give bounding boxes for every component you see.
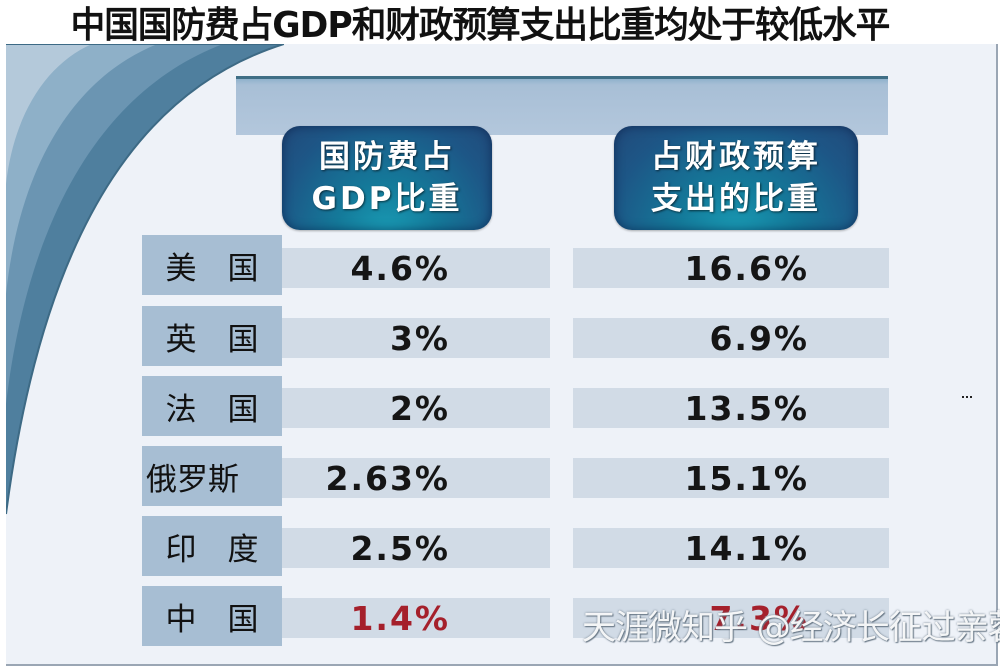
watermark: 天涯微知乎 @经济长征过亲蓉: [582, 608, 1000, 648]
row-label-usa: 美 国: [142, 235, 282, 295]
gdp-share-china: 1.4%: [282, 598, 550, 638]
row-label-china: 中 国: [142, 586, 282, 646]
gdp-share-russia: 2.63%: [282, 458, 550, 498]
budget-share-india: 14.1%: [573, 528, 889, 568]
budget-share-uk: 6.9%: [573, 318, 889, 358]
row-label-uk: 英 国: [142, 306, 282, 366]
row-label-russia: 俄罗斯: [142, 446, 282, 506]
decorative-swoosh: [6, 44, 285, 515]
header-line: GDP比重: [311, 181, 463, 217]
header-band: [236, 76, 888, 135]
budget-share-france: 13.5%: [573, 388, 889, 428]
row-label-india: 印 度: [142, 516, 282, 576]
gdp-share-france: 2%: [282, 388, 550, 428]
row-label-france: 法 国: [142, 376, 282, 436]
header-line: 占财政预算: [651, 139, 821, 175]
header-line: 支出的比重: [651, 181, 821, 217]
budget-share-china: 7.3%: [573, 598, 889, 638]
table-panel: 国防费占 GDP比重 占财政预算 支出的比重 美 国 4.6% 16.6% 英 …: [6, 44, 998, 666]
gdp-share-usa: 4.6%: [282, 248, 550, 288]
budget-share-usa: 16.6%: [573, 248, 889, 288]
gdp-share-uk: 3%: [282, 318, 550, 358]
gdp-share-india: 2.5%: [282, 528, 550, 568]
header-line: 国防费占: [319, 139, 455, 175]
page-title: 中国国防费占GDP和财政预算支出比重均处于较低水平: [0, 0, 960, 46]
column-header-gdp-share: 国防费占 GDP比重: [282, 126, 492, 230]
stray-mark: [962, 396, 972, 401]
budget-share-russia: 15.1%: [573, 458, 889, 498]
column-header-budget-share: 占财政预算 支出的比重: [614, 126, 858, 230]
